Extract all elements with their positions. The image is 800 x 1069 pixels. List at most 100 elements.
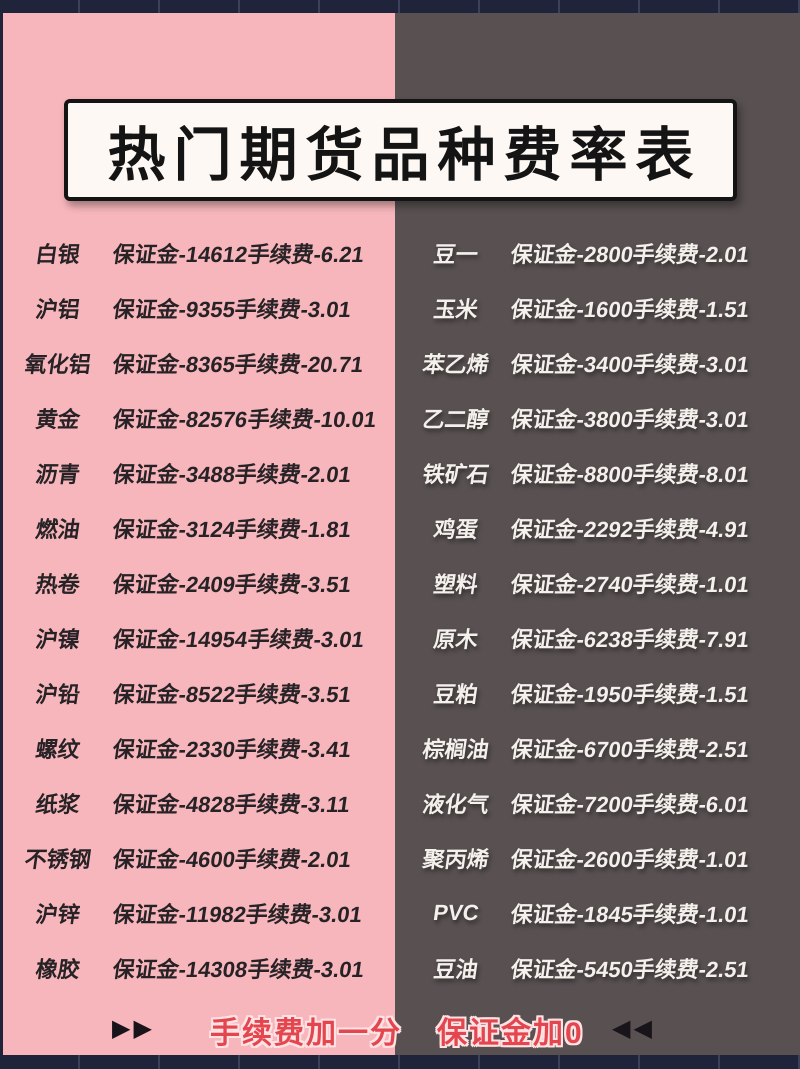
fee-value: 手续费-3.01 [631, 351, 751, 377]
fee-value: 手续费-6.21 [245, 241, 366, 267]
table-row: 豆一 保证金-2800 手续费-2.01 [395, 225, 800, 280]
top-background-strip [0, 0, 800, 13]
table-row: 沪镍 保证金-14954 手续费-3.01 [3, 610, 395, 665]
table-row: 鸡蛋 保证金-2292 手续费-4.91 [395, 500, 800, 555]
margin-value: 保证金-2740 [509, 571, 635, 597]
fee-value: 手续费-3.51 [233, 571, 353, 597]
table-row: PVC 保证金-1845 手续费-1.01 [395, 885, 800, 940]
fee-value: 手续费-1.51 [631, 681, 751, 707]
commodity-name: 乙二醇 [421, 406, 491, 432]
margin-value: 保证金-3488 [111, 461, 237, 487]
margin-value: 保证金-82576 [111, 406, 250, 432]
table-row: 苯乙烯 保证金-3400 手续费-3.01 [395, 335, 800, 390]
table-row: 氧化铝 保证金-8365 手续费-20.71 [3, 335, 395, 390]
commodity-name: PVC [431, 899, 481, 925]
commodity-name: 沪镍 [34, 626, 82, 652]
commodity-name: 豆粕 [432, 681, 480, 707]
bottom-background-strip [0, 1055, 800, 1069]
commodity-name: 白银 [34, 241, 82, 267]
fee-value: 手续费-3.01 [233, 296, 353, 322]
margin-promo-note: 保证金加0 [437, 1017, 584, 1050]
commodity-name: 铁矿石 [421, 461, 491, 487]
margin-value: 保证金-11982 [111, 901, 248, 927]
rewind-icon: ◀◀ [612, 1015, 655, 1042]
table-row: 棕榈油 保证金-6700 手续费-2.51 [395, 720, 800, 775]
margin-value: 保证金-14954 [111, 626, 250, 652]
table-row: 不锈钢 保证金-4600 手续费-2.01 [3, 830, 395, 885]
footer-bar: ▶▶ 手续费加一分 保证金加0 ◀◀ [0, 1000, 800, 1055]
commodity-name: 沪铅 [34, 681, 82, 707]
margin-value: 保证金-5450 [509, 956, 635, 982]
margin-value: 保证金-14612 [111, 241, 250, 267]
fee-value: 手续费-4.91 [631, 516, 751, 542]
commodity-name: 聚丙烯 [421, 846, 491, 872]
commodity-name: 氧化铝 [23, 351, 93, 377]
margin-value: 保证金-6700 [509, 736, 635, 762]
commodity-name: 沥青 [34, 461, 82, 487]
table-row: 豆油 保证金-5450 手续费-2.51 [395, 940, 800, 995]
fee-value: 手续费-1.01 [631, 901, 751, 927]
table-row: 豆粕 保证金-1950 手续费-1.51 [395, 665, 800, 720]
fee-value: 手续费-3.01 [244, 901, 364, 927]
table-row: 原木 保证金-6238 手续费-7.91 [395, 610, 800, 665]
table-row: 乙二醇 保证金-3800 手续费-3.01 [395, 390, 800, 445]
commodity-name: 沪锌 [34, 901, 82, 927]
fee-value: 手续费-2.01 [233, 846, 353, 872]
fee-value: 手续费-1.51 [631, 296, 751, 322]
margin-value: 保证金-14308 [111, 956, 250, 982]
margin-value: 保证金-2600 [509, 846, 635, 872]
commodity-name: 苯乙烯 [421, 351, 491, 377]
table-row: 聚丙烯 保证金-2600 手续费-1.01 [395, 830, 800, 885]
fee-value: 手续费-2.51 [631, 956, 751, 982]
fee-value: 手续费-3.51 [233, 681, 353, 707]
table-row: 白银 保证金-14612 手续费-6.21 [3, 225, 395, 280]
table-row: 纸浆 保证金-4828 手续费-3.11 [3, 775, 395, 830]
fee-value: 手续费-1.01 [631, 846, 751, 872]
table-row: 螺纹 保证金-2330 手续费-3.41 [3, 720, 395, 775]
margin-value: 保证金-2409 [111, 571, 237, 597]
commodity-name: 沪铝 [34, 296, 82, 322]
margin-value: 保证金-3400 [509, 351, 635, 377]
commodity-name: 黄金 [34, 406, 82, 432]
fee-value: 手续费-6.01 [631, 791, 751, 817]
table-row: 液化气 保证金-7200 手续费-6.01 [395, 775, 800, 830]
commodity-name: 不锈钢 [23, 846, 93, 872]
fee-value: 手续费-10.01 [245, 406, 378, 432]
fee-value: 手续费-1.01 [631, 571, 751, 597]
commodity-name: 液化气 [421, 791, 491, 817]
margin-value: 保证金-8365 [111, 351, 237, 377]
fee-value: 手续费-3.01 [631, 406, 751, 432]
fee-promo-note: 手续费加一分 [210, 1017, 402, 1050]
margin-value: 保证金-8522 [111, 681, 237, 707]
margin-value: 保证金-2330 [111, 736, 237, 762]
table-row: 塑料 保证金-2740 手续费-1.01 [395, 555, 800, 610]
fee-value: 手续费-3.41 [233, 736, 353, 762]
margin-value: 保证金-2800 [509, 241, 635, 267]
commodity-name: 豆油 [432, 956, 480, 982]
fee-value: 手续费-2.01 [631, 241, 751, 267]
table-row: 燃油 保证金-3124 手续费-1.81 [3, 500, 395, 555]
fast-forward-icon: ▶▶ [112, 1015, 155, 1042]
commodity-name: 热卷 [34, 571, 82, 597]
margin-value: 保证金-2292 [509, 516, 635, 542]
fee-value: 手续费-8.01 [631, 461, 751, 487]
table-row: 铁矿石 保证金-8800 手续费-8.01 [395, 445, 800, 500]
margin-value: 保证金-4600 [111, 846, 237, 872]
table-row: 玉米 保证金-1600 手续费-1.51 [395, 280, 800, 335]
margin-value: 保证金-9355 [111, 296, 237, 322]
table-row: 沪铝 保证金-9355 手续费-3.01 [3, 280, 395, 335]
margin-value: 保证金-1845 [509, 901, 635, 927]
fee-value: 手续费-3.01 [245, 956, 366, 982]
table-row: 热卷 保证金-2409 手续费-3.51 [3, 555, 395, 610]
commodity-name: 燃油 [34, 516, 82, 542]
commodity-name: 原木 [432, 626, 480, 652]
margin-value: 保证金-3800 [509, 406, 635, 432]
title-box: 热门期货品种费率表 [64, 99, 737, 201]
table-row: 黄金 保证金-82576 手续费-10.01 [3, 390, 395, 445]
commodity-name: 棕榈油 [421, 736, 491, 762]
fee-value: 手续费-3.01 [245, 626, 366, 652]
fee-value: 手续费-20.71 [233, 351, 366, 377]
commodity-name: 豆一 [432, 241, 480, 267]
table-row: 沥青 保证金-3488 手续费-2.01 [3, 445, 395, 500]
